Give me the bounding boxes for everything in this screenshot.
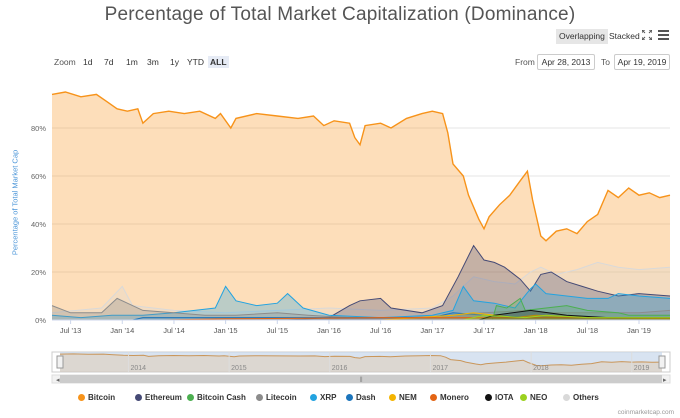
to-date-input[interactable]: Apr 19, 2019: [614, 54, 670, 70]
y-tick-label: 80%: [31, 124, 46, 133]
x-tick-label: Jan '16: [317, 326, 341, 335]
x-tick-label: Jul '18: [577, 326, 598, 335]
navigator-year-label: 2018: [533, 365, 549, 372]
from-label: From: [515, 57, 535, 67]
y-tick-labels: 0% 20% 40% 60% 80%: [31, 124, 46, 325]
credit-text: coinmarketcap.com: [617, 409, 674, 416]
legend-label: NEM: [399, 393, 417, 402]
to-label: To: [601, 57, 610, 67]
legend-label: Bitcoin: [88, 393, 116, 402]
legend-dot: [563, 394, 570, 401]
x-tick-label: Jul '16: [370, 326, 391, 335]
others-area: [52, 262, 670, 320]
scrollbar-grip-icon: ⦀: [359, 376, 362, 384]
legend-dot: [430, 394, 437, 401]
x-tick-label: Jul '15: [267, 326, 288, 335]
bitcoin-line: [51, 91, 671, 242]
legend-label: NEO: [530, 393, 548, 402]
zoom-3m-button[interactable]: 3m: [147, 57, 159, 67]
x-tick-label: Jan '14: [110, 326, 134, 335]
navigator: 2014 2015 2016 2017 2018 2019 ◂ ▸ ⦀: [51, 351, 671, 384]
legend-item-monero[interactable]: Monero: [430, 393, 469, 402]
legend-dot: [187, 394, 194, 401]
legend-label: Bitcoin Cash: [197, 393, 246, 402]
legend-label: Dash: [356, 393, 376, 402]
navigator-area: [60, 353, 662, 372]
legend-label: Ethereum: [145, 393, 182, 402]
navigator-line: [59, 353, 663, 367]
y-tick-label: 40%: [31, 220, 46, 229]
x-tick-label: Jan '19: [627, 326, 651, 335]
scrollbar-thumb[interactable]: [60, 375, 662, 383]
zoom-all-button[interactable]: ALL: [208, 56, 229, 68]
navigator-year-label: 2016: [332, 365, 348, 372]
y-tick-label: 0%: [35, 316, 46, 325]
navigator-right-handle[interactable]: [658, 355, 666, 369]
legend-item-others[interactable]: Others: [563, 393, 599, 402]
legend-label: Monero: [440, 393, 469, 402]
x-tick-label: Jul '14: [163, 326, 184, 335]
zoom-ytd-button[interactable]: YTD: [187, 57, 204, 67]
bitcoin-area: [52, 92, 670, 320]
navigator-year-label: 2019: [634, 365, 650, 372]
ethereum-line: [287, 244, 671, 321]
legend-dot: [346, 394, 353, 401]
xrp-line: [51, 283, 671, 319]
legend-dot: [256, 394, 263, 401]
x-tick-labels: Jul '13 Jan '14 Jul '14 Jan '15 Jul '15 Jan '…: [60, 320, 651, 335]
legend-item-iota[interactable]: IOTA: [485, 393, 514, 402]
zoom-7d-button[interactable]: 7d: [104, 57, 114, 67]
legend-label: Litecoin: [266, 393, 297, 402]
legend-dot: [520, 394, 527, 401]
x-tick-label: Jul '13: [60, 326, 81, 335]
legend-item-neo[interactable]: NEO: [520, 393, 547, 402]
navigator-year-label: 2017: [432, 365, 448, 372]
zoom-1m-button[interactable]: 1m: [126, 57, 138, 67]
x-tick-label: Jan '15: [214, 326, 238, 335]
legend-dot: [135, 394, 142, 401]
navigator-year-label: 2015: [231, 365, 247, 372]
navigator-selection: [60, 352, 662, 372]
x-tick-label: Jul '17: [473, 326, 494, 335]
nem-area: [256, 312, 670, 320]
x-tick-label: Jan '17: [420, 326, 444, 335]
litecoin-area: [52, 298, 670, 320]
y-tick-label: 20%: [31, 268, 46, 277]
stacked-button[interactable]: Stacked: [609, 31, 640, 41]
legend-label: XRP: [320, 393, 337, 402]
scroll-right-arrow-icon: ▸: [663, 377, 667, 384]
legend-dot: [310, 394, 317, 401]
chart-title: Percentage of Total Market Capitalizatio…: [104, 4, 576, 25]
legend-dot: [78, 394, 85, 401]
legend-label: Others: [573, 393, 599, 402]
legend-item-xrp[interactable]: XRP: [310, 393, 336, 402]
navigator-year-label: 2014: [130, 365, 146, 372]
series-areas: [51, 91, 671, 321]
legend-dot: [389, 394, 396, 401]
legend-item-bitcoin[interactable]: Bitcoin: [78, 393, 115, 402]
legend-item-dash[interactable]: Dash: [346, 393, 376, 402]
dash-area: [52, 312, 670, 320]
legend-item-bitcoin-cash[interactable]: Bitcoin Cash: [187, 393, 246, 402]
bitcoin-cash-line: [491, 297, 670, 321]
overlapping-button[interactable]: Overlapping: [556, 29, 608, 44]
legend-item-nem[interactable]: NEM: [389, 393, 417, 402]
legend-label: IOTA: [495, 393, 514, 402]
legend-item-litecoin[interactable]: Litecoin: [256, 393, 297, 402]
zoom-1d-button[interactable]: 1d: [83, 57, 93, 67]
from-date-input[interactable]: Apr 28, 2013: [537, 54, 595, 70]
legend-item-ethereum[interactable]: Ethereum: [135, 393, 182, 402]
monero-area: [163, 317, 670, 320]
x-tick-label: Jan '18: [524, 326, 548, 335]
hamburger-menu-icon[interactable]: [658, 29, 669, 43]
zoom-1y-button[interactable]: 1y: [170, 57, 179, 67]
y-tick-label: 60%: [31, 172, 46, 181]
navigator-left-handle[interactable]: [56, 355, 64, 369]
zoom-label: Zoom: [54, 57, 76, 67]
scroll-left-arrow-icon: ◂: [56, 377, 60, 384]
legend-dot: [485, 394, 492, 401]
